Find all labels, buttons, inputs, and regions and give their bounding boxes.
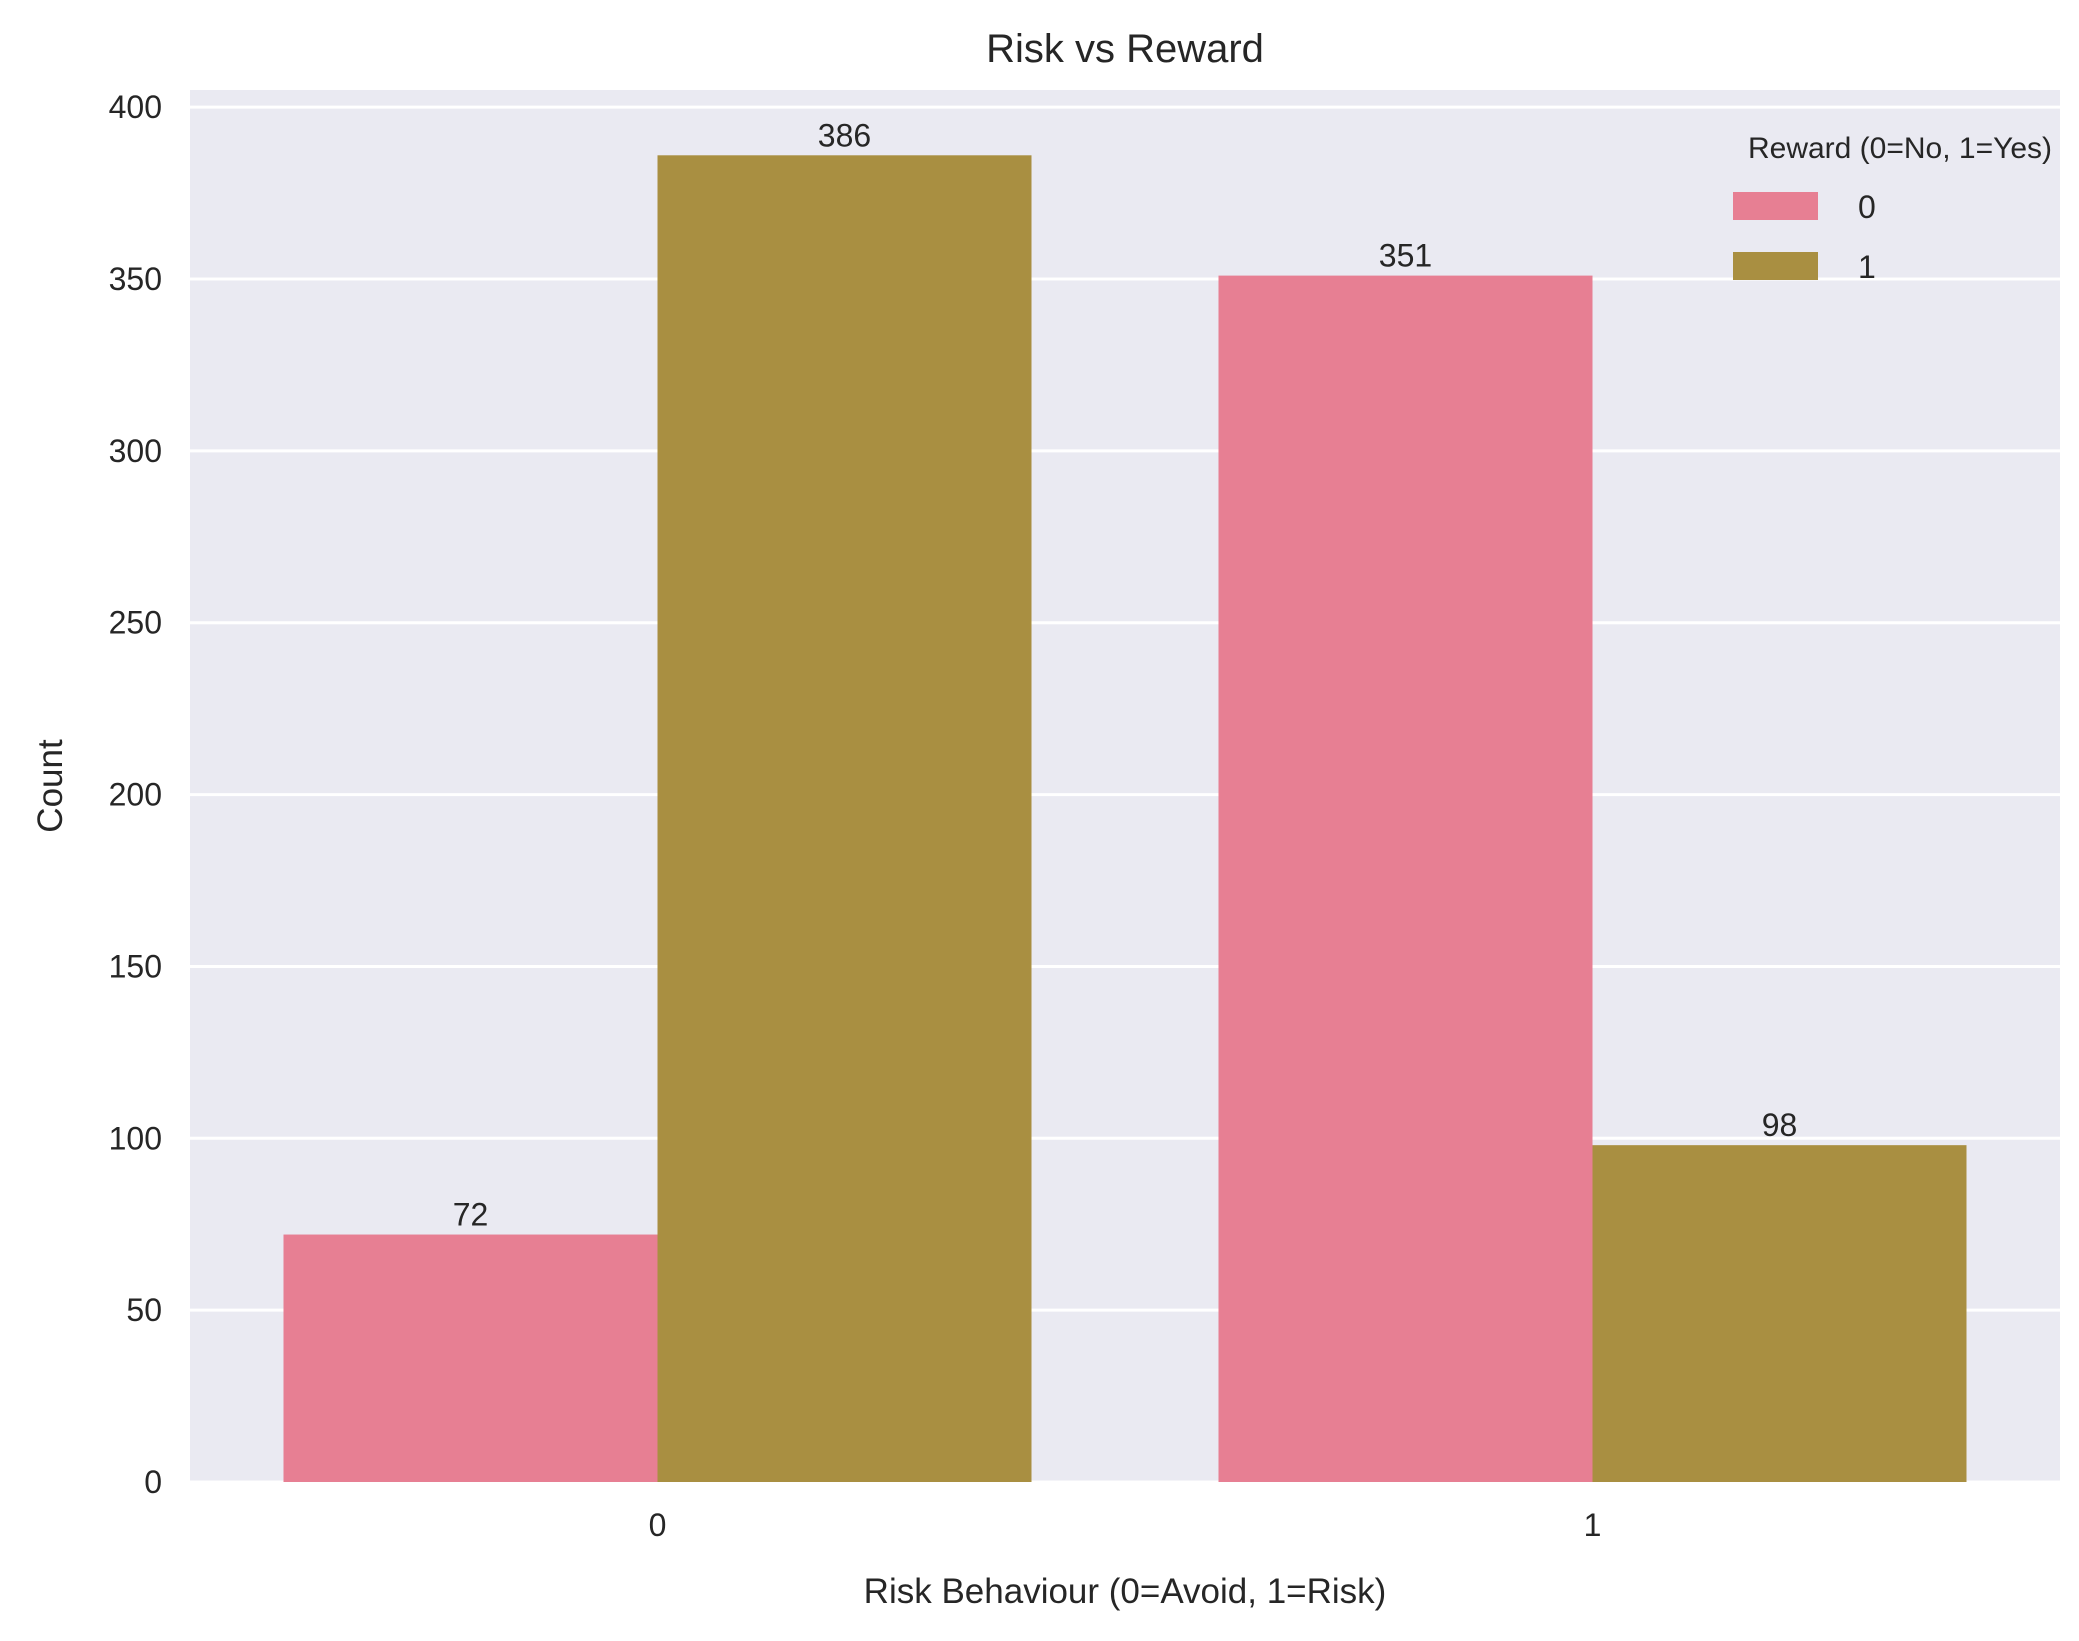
chart-title: Risk vs Reward [986,27,1264,71]
legend-label-1: 1 [1858,249,1876,285]
data-label: 98 [1762,1107,1798,1143]
x-tick-label: 0 [649,1507,667,1543]
y-tick-label: 100 [109,1120,162,1156]
y-tick-label: 150 [109,948,162,984]
legend-swatch-0 [1733,192,1818,220]
data-label: 351 [1379,238,1432,274]
bar-1-series-1 [1592,1145,1967,1482]
legend-label-0: 0 [1858,189,1876,225]
legend-title: Reward (0=No, 1=Yes) [1748,132,2052,165]
y-axis-ticks: 0 50 100 150 200 250 300 350 400 [109,89,162,1500]
bar-0-series-0 [283,1234,658,1482]
y-tick-label: 400 [109,89,162,125]
y-tick-label: 0 [144,1464,162,1500]
y-tick-label: 200 [109,777,162,813]
data-label: 386 [818,117,871,153]
legend-swatch-1 [1733,252,1818,280]
bar-1-series-0 [1218,275,1593,1483]
bar-0-series-1 [657,155,1032,1482]
y-tick-label: 250 [109,605,162,641]
y-axis-label: Count [31,739,70,833]
bars [283,155,1967,1483]
x-axis-label: Risk Behaviour (0=Avoid, 1=Risk) [864,1572,1387,1611]
x-tick-label: 1 [1584,1507,1602,1543]
legend: Reward (0=No, 1=Yes) 0 1 [1733,132,2052,285]
data-labels: 72 386 351 98 [453,117,1798,1232]
data-label: 72 [453,1197,489,1233]
y-tick-label: 50 [126,1292,162,1328]
y-tick-label: 300 [109,433,162,469]
y-tick-label: 350 [109,261,162,297]
